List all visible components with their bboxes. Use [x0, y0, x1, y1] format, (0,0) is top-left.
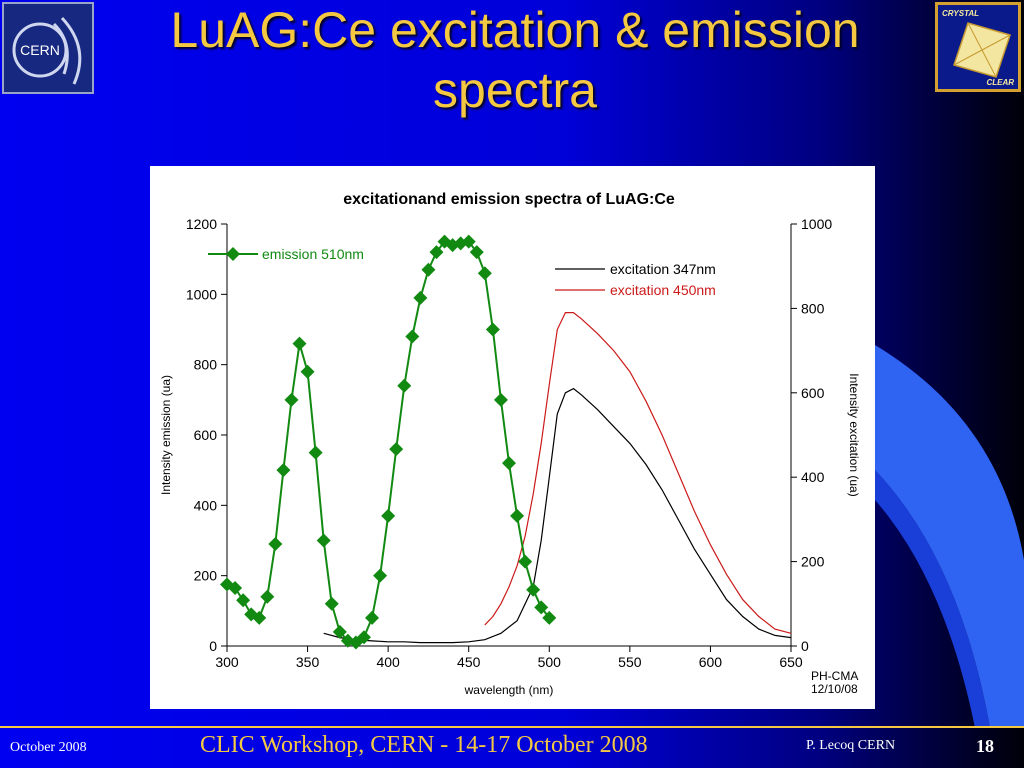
footer-event: CLIC Workshop, CERN - 14-17 October 2008 [200, 732, 648, 758]
crystal-logo-bottom-text: CLEAR [986, 78, 1014, 87]
emission-data-point [332, 624, 347, 639]
x-tick-label: 550 [618, 654, 642, 670]
y-left-tick-label: 200 [194, 568, 218, 584]
emission-data-point [502, 456, 516, 471]
emission-data-point [437, 234, 452, 249]
slide-title: LuAG:Ce excitation & emission spectra [170, 2, 860, 118]
legend-excitation-450-label: excitation 450nm [610, 282, 716, 298]
y-right-tick-label: 200 [801, 554, 825, 570]
emission-data-point [526, 582, 541, 597]
x-tick-label: 400 [376, 654, 400, 670]
emission-data-point [276, 463, 291, 478]
emission-data-point [469, 245, 484, 260]
emission-data-point [308, 445, 323, 460]
emission-data-point [292, 336, 307, 351]
series-line-emission-510nm [226, 240, 551, 644]
emission-data-point [268, 537, 283, 552]
emission-data-point [284, 392, 299, 407]
emission-data-point [429, 245, 444, 260]
footer-date: October 2008 [10, 740, 87, 755]
emission-data-point [324, 596, 339, 611]
emission-data-point [356, 630, 371, 645]
emission-data-point [348, 635, 363, 650]
footer-author: P. Lecoq CERN [806, 738, 896, 753]
emission-data-point [413, 290, 428, 305]
chart-stamp-line-2: 12/10/08 [811, 682, 858, 696]
y-right-tick-label: 600 [801, 385, 825, 401]
emission-data-point [316, 533, 331, 548]
series-line-excitation-347nm [323, 387, 792, 644]
chart-stamp-line-1: PH-CMA [811, 669, 858, 683]
emission-data-point [421, 262, 436, 277]
x-tick-label: 300 [215, 654, 239, 670]
legend-emission-label: emission 510nm [262, 246, 364, 262]
emission-data-point [228, 580, 243, 595]
x-tick-label: 450 [457, 654, 481, 670]
legend-excitation-347-label: excitation 347nm [610, 261, 716, 277]
emission-data-point [477, 266, 492, 281]
legend-emission-marker [226, 247, 240, 261]
y-left-tick-label: 0 [209, 638, 217, 654]
x-tick-label: 650 [779, 654, 803, 670]
emission-data-point [485, 322, 500, 337]
cern-logo: CERN [2, 2, 94, 94]
x-axis-label: wavelength (nm) [464, 683, 554, 697]
series-line-excitation-450nm [484, 312, 792, 634]
crystal-clear-logo: CRYSTAL CLEAR [935, 2, 1021, 92]
x-tick-label: 350 [296, 654, 320, 670]
emission-data-point [397, 378, 412, 393]
emission-data-point [493, 392, 508, 407]
emission-data-point [260, 589, 275, 604]
y-right-tick-label: 400 [801, 469, 825, 485]
chart-title: excitationand emission spectra of LuAG:C… [343, 191, 675, 208]
emission-data-point [534, 600, 549, 615]
y-left-tick-label: 1000 [186, 286, 217, 302]
cern-logo-text: CERN [20, 42, 60, 58]
emission-data-point [365, 610, 380, 625]
emission-data-point [542, 610, 557, 625]
y-right-tick-label: 1000 [801, 216, 832, 232]
emission-data-point [518, 554, 533, 569]
y-left-tick-label: 600 [194, 427, 218, 443]
footer-divider [0, 726, 1024, 728]
spectra-chart: excitationand emission spectra of LuAG:C… [159, 191, 861, 697]
emission-data-point [300, 364, 315, 379]
emission-data-point [461, 234, 476, 249]
emission-data-point [220, 577, 234, 592]
emission-data-point [389, 442, 404, 457]
y-axis-left-label: Intensity emission (ua) [159, 375, 173, 495]
x-tick-label: 600 [699, 654, 723, 670]
y-axis-right-label: Intensity excitation (ua) [847, 373, 861, 496]
emission-data-point [381, 508, 396, 523]
y-left-tick-label: 800 [194, 357, 218, 373]
chart-panel: excitationand emission spectra of LuAG:C… [150, 166, 875, 709]
crystal-logo-top-text: CRYSTAL [942, 9, 979, 18]
emission-data-point [510, 508, 525, 523]
emission-data-point [405, 329, 420, 344]
emission-data-point [236, 593, 251, 608]
decorative-swoosh [875, 345, 1024, 728]
page-number: 18 [976, 736, 994, 756]
emission-data-point [373, 568, 388, 583]
x-tick-label: 500 [538, 654, 562, 670]
emission-data-point [252, 610, 267, 625]
y-right-tick-label: 800 [801, 300, 825, 316]
y-right-tick-label: 0 [801, 638, 809, 654]
y-left-tick-label: 1200 [186, 216, 217, 232]
y-left-tick-label: 400 [194, 497, 218, 513]
